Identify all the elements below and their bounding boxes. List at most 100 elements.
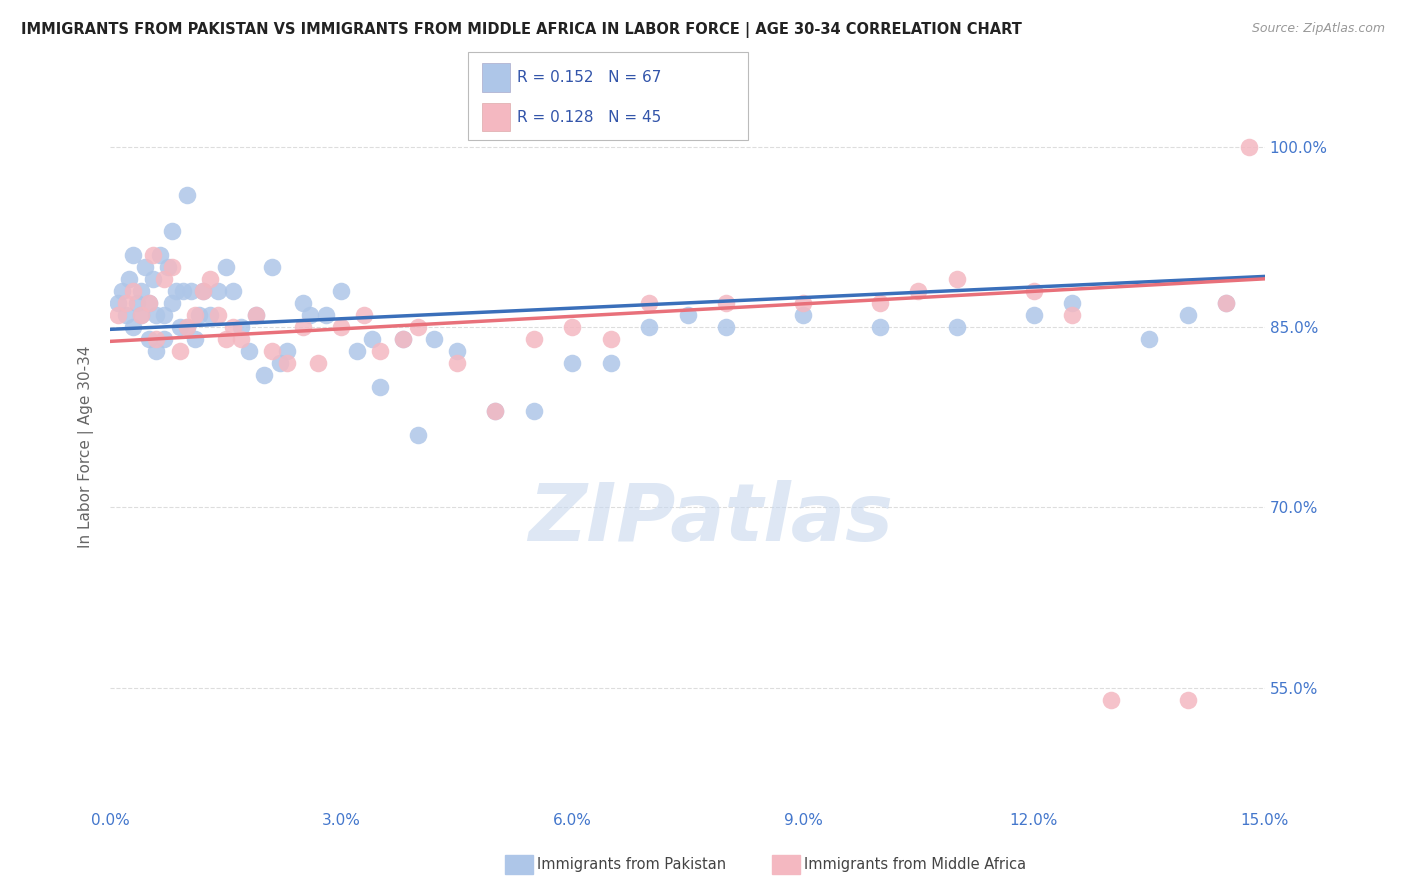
Point — [122, 320, 145, 334]
Point — [169, 320, 191, 334]
Point — [169, 343, 191, 358]
Point — [200, 308, 222, 322]
Point — [222, 320, 245, 334]
Point — [145, 308, 167, 322]
Point — [361, 332, 384, 346]
Point — [172, 284, 194, 298]
Point — [561, 356, 583, 370]
Point — [127, 296, 149, 310]
Point — [368, 343, 391, 358]
Point — [114, 296, 136, 310]
Point — [138, 296, 160, 310]
Point — [142, 248, 165, 262]
Point — [207, 284, 229, 298]
Point — [184, 308, 207, 322]
Point — [1022, 284, 1045, 298]
Point — [307, 356, 329, 370]
Point — [484, 404, 506, 418]
Point — [446, 356, 468, 370]
Point — [260, 260, 283, 274]
Text: Immigrants from Pakistan: Immigrants from Pakistan — [537, 857, 727, 871]
Text: IMMIGRANTS FROM PAKISTAN VS IMMIGRANTS FROM MIDDLE AFRICA IN LABOR FORCE | AGE 3: IMMIGRANTS FROM PAKISTAN VS IMMIGRANTS F… — [21, 22, 1022, 38]
Point — [1215, 296, 1237, 310]
Point — [245, 308, 267, 322]
Point — [187, 308, 209, 322]
Point — [714, 320, 737, 334]
Point — [638, 296, 661, 310]
Point — [253, 368, 276, 382]
Point — [260, 343, 283, 358]
Point — [1099, 693, 1122, 707]
Point — [946, 272, 969, 286]
Point — [446, 343, 468, 358]
Point — [1062, 308, 1084, 322]
Point — [484, 404, 506, 418]
Point — [176, 187, 198, 202]
Point — [561, 320, 583, 334]
Text: Source: ZipAtlas.com: Source: ZipAtlas.com — [1251, 22, 1385, 36]
Point — [142, 272, 165, 286]
Point — [523, 332, 546, 346]
Point — [111, 284, 134, 298]
Point — [245, 308, 267, 322]
Point — [129, 284, 152, 298]
Point — [215, 260, 238, 274]
Point — [1239, 139, 1261, 153]
Point — [1062, 296, 1084, 310]
Point — [176, 320, 198, 334]
Point — [907, 284, 929, 298]
Point — [1177, 308, 1199, 322]
Point — [422, 332, 444, 346]
Point — [238, 343, 260, 358]
Point — [276, 356, 298, 370]
Text: ZIPatlas: ZIPatlas — [529, 481, 893, 558]
Point — [946, 320, 969, 334]
Point — [330, 284, 353, 298]
Point — [184, 332, 207, 346]
Point — [291, 296, 314, 310]
Point — [134, 260, 156, 274]
Point — [153, 308, 176, 322]
Text: Immigrants from Middle Africa: Immigrants from Middle Africa — [804, 857, 1026, 871]
Point — [138, 296, 160, 310]
Point — [114, 308, 136, 322]
Point — [869, 320, 891, 334]
Point — [599, 356, 621, 370]
Point — [330, 320, 353, 334]
Point — [391, 332, 413, 346]
Point — [145, 332, 167, 346]
Point — [523, 404, 546, 418]
Point — [714, 296, 737, 310]
Point — [107, 296, 129, 310]
Point — [160, 296, 183, 310]
Point — [160, 260, 183, 274]
Point — [191, 284, 214, 298]
Point — [180, 284, 202, 298]
Point — [138, 332, 160, 346]
Point — [122, 248, 145, 262]
Point — [1215, 296, 1237, 310]
Point — [406, 428, 429, 442]
Point — [638, 320, 661, 334]
Point — [153, 332, 176, 346]
Point — [599, 332, 621, 346]
Point — [129, 308, 152, 322]
Point — [153, 272, 176, 286]
Point — [315, 308, 337, 322]
Y-axis label: In Labor Force | Age 30-34: In Labor Force | Age 30-34 — [79, 346, 94, 549]
Point — [215, 332, 238, 346]
Point — [353, 308, 375, 322]
Point — [222, 284, 245, 298]
Point — [299, 308, 322, 322]
Point — [1022, 308, 1045, 322]
Point — [176, 320, 198, 334]
Point — [1177, 693, 1199, 707]
Point — [229, 320, 252, 334]
Point — [406, 320, 429, 334]
Point — [145, 343, 167, 358]
Point — [391, 332, 413, 346]
Point — [129, 308, 152, 322]
Point — [792, 296, 814, 310]
Point — [118, 272, 141, 286]
Point — [107, 308, 129, 322]
